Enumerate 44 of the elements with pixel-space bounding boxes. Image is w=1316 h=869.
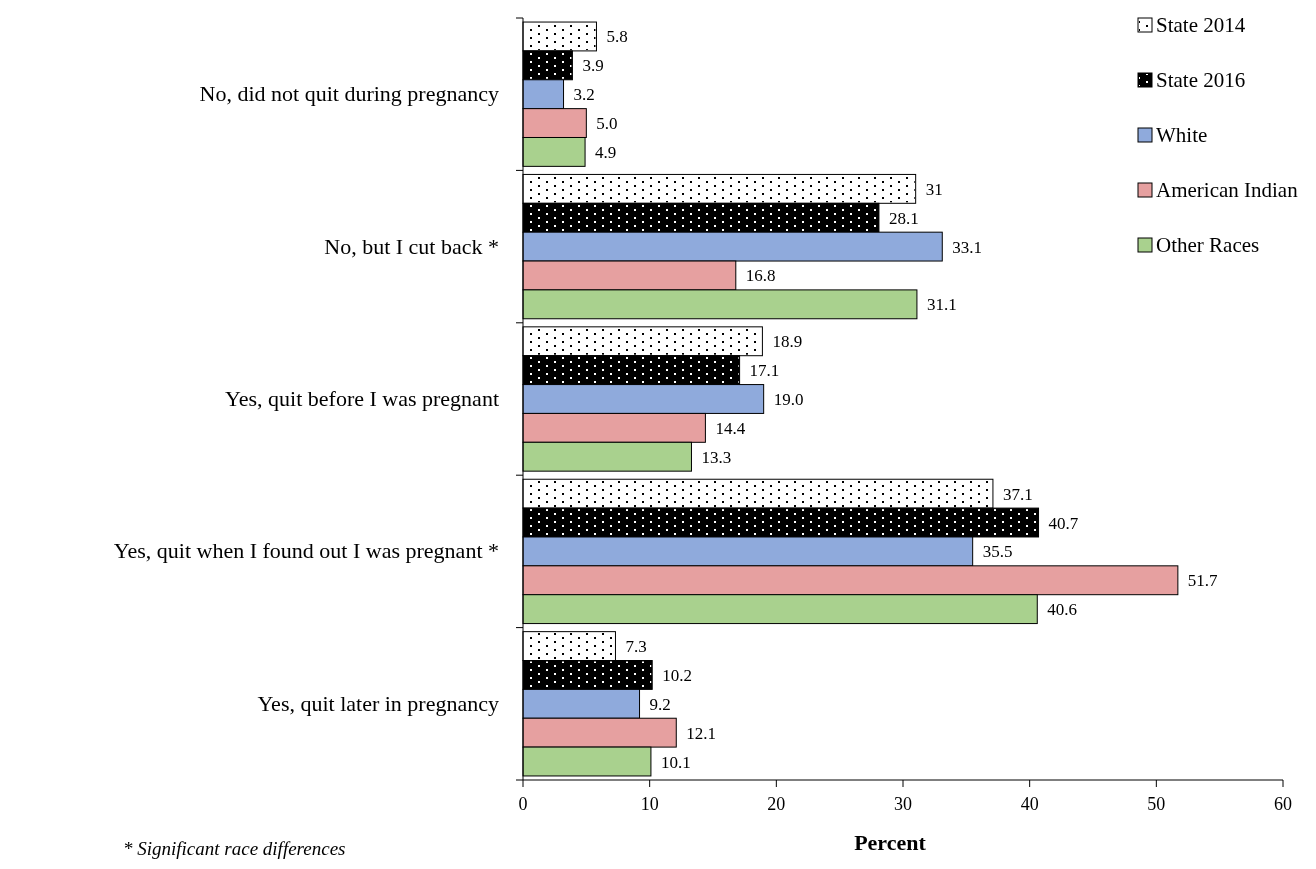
- data-label: 33.1: [952, 237, 983, 257]
- y-tick-label: No, but I cut back *: [324, 233, 499, 259]
- data-label: 19.0: [773, 390, 804, 409]
- x-tick-label: 10: [640, 794, 659, 814]
- data-label: 3.9: [582, 56, 604, 76]
- y-tick-label: Yes, quit before I was pregnant: [225, 386, 499, 411]
- data-label: 37.1: [1002, 484, 1033, 504]
- data-label: 9.2: [649, 694, 671, 714]
- data-label: 13.3: [701, 447, 732, 467]
- data-label: 5.8: [606, 27, 628, 47]
- data-label: 40.6: [1047, 600, 1078, 620]
- data-label: 14.4: [715, 418, 746, 438]
- legend-label: State 2014: [1156, 13, 1246, 37]
- data-label: 10.1: [660, 752, 691, 772]
- x-tick-label: 50: [1147, 794, 1166, 814]
- data-label: 5.0: [596, 114, 618, 134]
- data-label: 17.1: [749, 361, 780, 381]
- data-label: 28.1: [888, 208, 919, 228]
- x-tick-label: 0: [518, 794, 528, 814]
- legend-label: White: [1156, 123, 1208, 147]
- x-tick-label: 20: [767, 794, 786, 814]
- legend-label: Other Races: [1156, 233, 1260, 257]
- x-tick-label: 40: [1020, 794, 1039, 814]
- legend-label: American Indian: [1156, 178, 1299, 202]
- x-axis-title: Percent: [854, 830, 927, 855]
- y-tick-label: Yes, quit later in pregnancy: [257, 690, 499, 716]
- y-tick-label: Yes, quit when I found out I was pregnant *: [113, 538, 499, 564]
- data-label: 16.8: [745, 266, 776, 286]
- x-tick-label: 30: [894, 794, 912, 814]
- data-label: 40.7: [1048, 513, 1079, 533]
- data-label: 31.1: [926, 295, 957, 315]
- data-label: 35.5: [982, 542, 1013, 562]
- data-label: 10.2: [662, 665, 692, 685]
- data-label: 18.9: [772, 332, 803, 352]
- data-label: 51.7: [1187, 571, 1219, 591]
- data-label: 12.1: [686, 723, 717, 743]
- legend-label: State 2016: [1156, 68, 1246, 92]
- x-tick-label: 60: [1274, 794, 1292, 814]
- data-label: 7.3: [625, 637, 647, 657]
- data-label: 4.9: [595, 142, 617, 162]
- y-tick-label: No, did not quit during pregnancy: [199, 81, 499, 107]
- text: * Significant race differences: [123, 838, 346, 859]
- data-label: 31: [925, 179, 943, 199]
- data-label: 3.2: [573, 85, 595, 105]
